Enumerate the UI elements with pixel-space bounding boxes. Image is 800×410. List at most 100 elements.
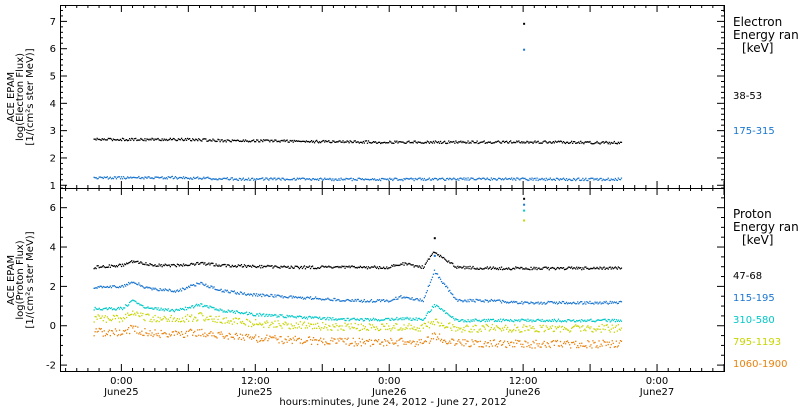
- proton-point: [261, 324, 263, 326]
- proton-point: [172, 310, 174, 312]
- proton-point: [254, 323, 256, 326]
- proton-point: [230, 290, 232, 292]
- x-axis-title: hours:minutes, June 24, 2012 - June 27, …: [279, 397, 506, 408]
- proton-point: [453, 339, 455, 341]
- electron-point: [129, 138, 131, 140]
- proton-point: [494, 300, 497, 302]
- electron-point: [407, 178, 409, 180]
- proton-point: [182, 336, 185, 338]
- proton-point: [564, 328, 567, 330]
- proton-point: [415, 329, 417, 331]
- proton-point: [542, 342, 544, 344]
- proton-point: [273, 314, 275, 316]
- proton-point: [436, 273, 439, 275]
- electron-point: [209, 177, 211, 180]
- proton-point: [465, 266, 467, 268]
- proton-point: [121, 333, 124, 335]
- electron-point: [506, 140, 508, 142]
- proton-point: [402, 262, 404, 264]
- electron-point: [502, 179, 505, 181]
- proton-point: [614, 302, 616, 304]
- proton-point: [433, 332, 436, 334]
- proton-point: [272, 295, 274, 298]
- proton-point: [498, 299, 501, 301]
- electron-point: [310, 140, 313, 142]
- proton-point: [577, 325, 579, 327]
- proton-point: [569, 331, 571, 333]
- electron-point: [365, 178, 368, 180]
- electron-point: [469, 141, 471, 144]
- electron-point: [511, 142, 513, 144]
- proton-point: [526, 345, 528, 348]
- proton-point: [391, 328, 393, 330]
- proton-point: [235, 317, 237, 319]
- proton-point: [522, 326, 524, 328]
- proton-point: [138, 333, 140, 335]
- proton-point: [311, 328, 314, 330]
- proton-point: [103, 286, 105, 288]
- electron-legend: Electron Energy ran [keV] 38-53 175-315: [733, 15, 799, 137]
- proton-point: [611, 318, 613, 321]
- electron-point: [546, 179, 548, 181]
- proton-point: [220, 331, 222, 333]
- proton-point: [109, 285, 111, 287]
- electron-point: [357, 141, 359, 143]
- proton-point: [105, 321, 107, 323]
- electron-point: [404, 142, 406, 144]
- proton-point: [145, 307, 147, 309]
- proton-point: [513, 342, 515, 344]
- proton-point: [272, 267, 274, 269]
- electron-point: [130, 176, 132, 178]
- electron-point: [501, 140, 504, 143]
- proton-point: [148, 314, 150, 316]
- electron-point: [473, 178, 475, 181]
- proton-point: [330, 317, 332, 320]
- proton-point: [278, 316, 280, 318]
- electron-point: [460, 177, 462, 179]
- proton-point: [373, 340, 376, 342]
- electron-point: [99, 139, 101, 141]
- proton-point: [495, 343, 498, 346]
- proton-point: [420, 300, 422, 302]
- proton-point: [381, 323, 383, 325]
- proton-point: [108, 286, 110, 288]
- electron-point: [603, 179, 605, 181]
- proton-point: [362, 325, 364, 327]
- proton-point: [348, 299, 350, 302]
- electron-point: [103, 176, 105, 178]
- proton-point: [465, 300, 467, 302]
- proton-point: [167, 290, 169, 292]
- proton-point: [351, 326, 353, 328]
- proton-point: [107, 331, 109, 333]
- proton-point: [331, 299, 333, 301]
- proton-point: [558, 345, 561, 347]
- proton-point: [173, 290, 175, 292]
- proton-point: [607, 343, 609, 346]
- electron-point: [581, 179, 583, 181]
- proton-point: [255, 266, 257, 268]
- proton-point: [383, 299, 385, 301]
- proton-point: [459, 341, 461, 343]
- proton-point: [160, 264, 162, 266]
- proton-point: [365, 266, 368, 268]
- electron-point: [462, 178, 464, 180]
- proton-point: [451, 329, 453, 331]
- proton-point: [608, 341, 610, 343]
- proton-point: [243, 323, 246, 325]
- proton-point: [175, 308, 178, 310]
- electron-point: [313, 142, 316, 144]
- proton-point: [416, 298, 418, 300]
- proton-point: [216, 289, 218, 291]
- proton-point: [256, 313, 258, 315]
- proton-point: [305, 296, 308, 299]
- proton-point: [414, 329, 416, 331]
- proton-point: [174, 320, 177, 322]
- proton-point: [402, 317, 404, 319]
- proton-point: [458, 320, 460, 322]
- electron-point: [494, 141, 497, 143]
- electron-point: [529, 177, 531, 180]
- proton-point: [193, 307, 195, 309]
- proton-point: [477, 341, 479, 343]
- proton-point: [591, 268, 593, 270]
- proton-point: [174, 330, 177, 332]
